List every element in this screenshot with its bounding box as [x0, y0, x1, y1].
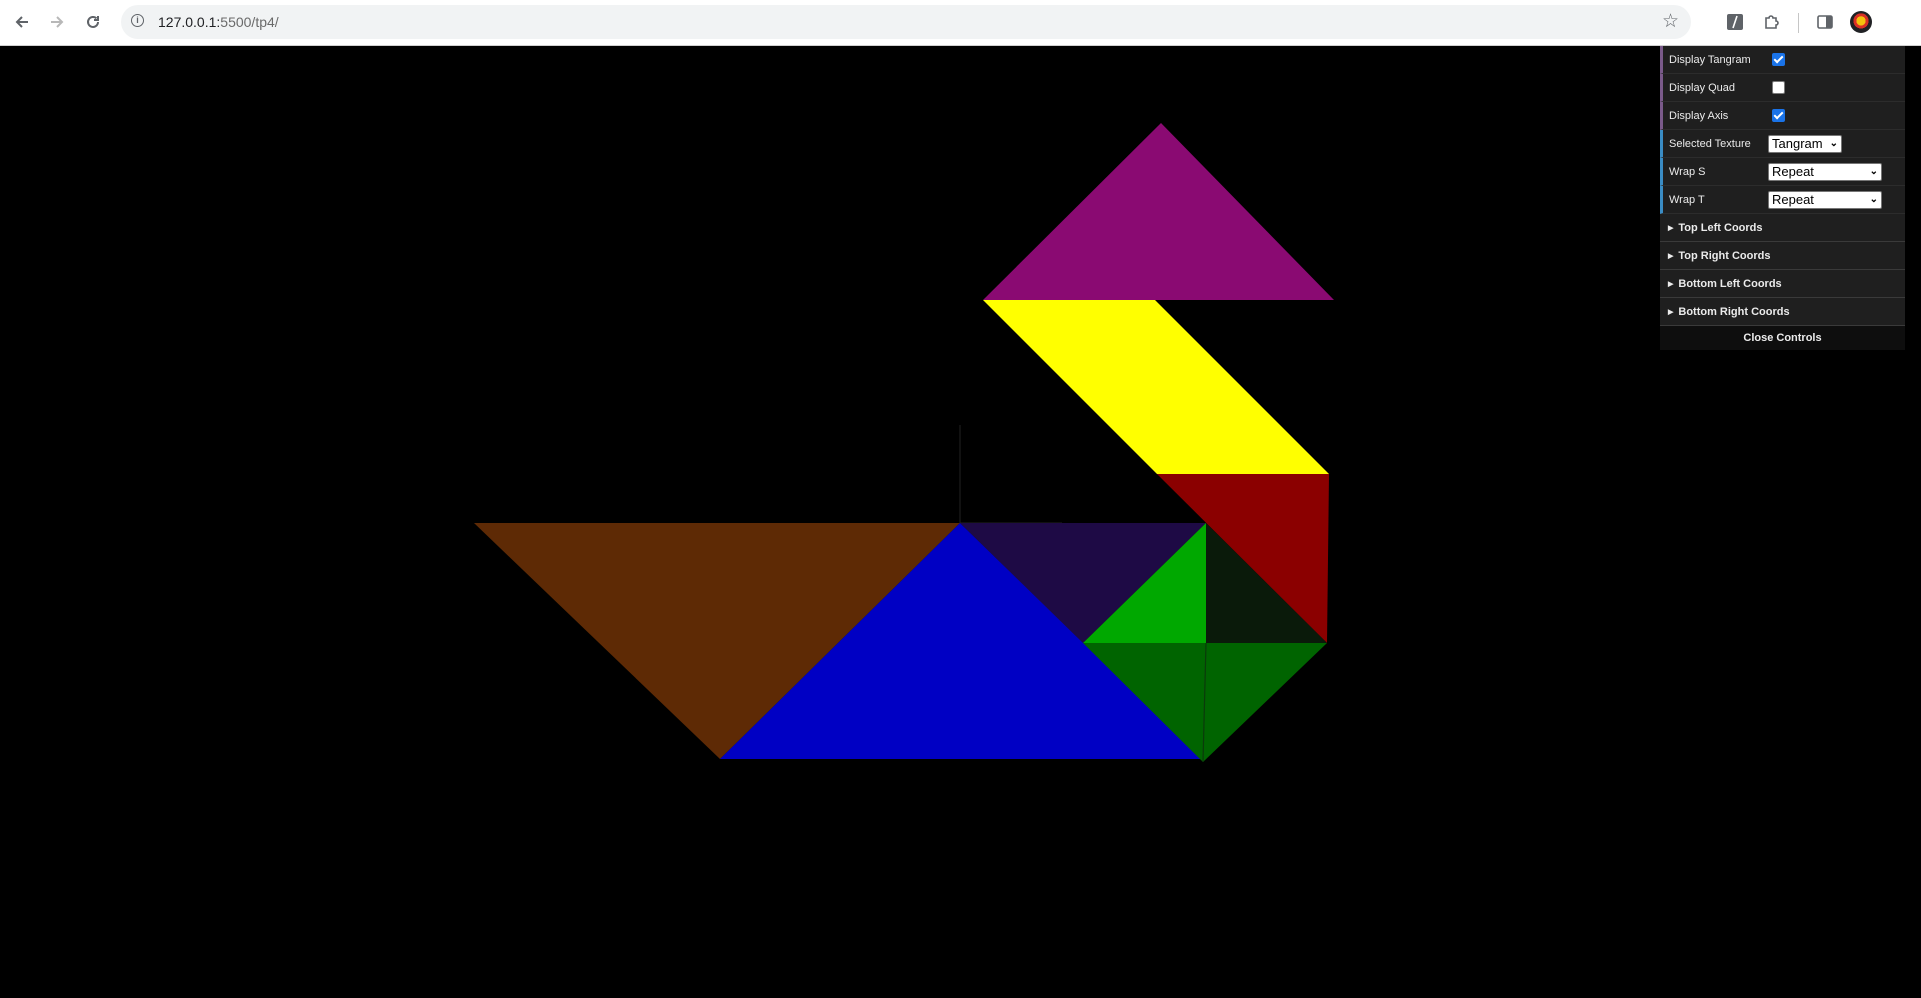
reload-button[interactable] — [80, 9, 106, 35]
selected-texture-label: Selected Texture — [1669, 137, 1751, 150]
folder-label: Bottom Right Coords — [1678, 305, 1790, 318]
webgl-canvas[interactable] — [0, 46, 1921, 998]
display-tangram-row[interactable]: Display Tangram — [1660, 46, 1905, 74]
display-tangram-checkbox[interactable] — [1772, 53, 1785, 66]
toolbar-separator — [1798, 13, 1799, 33]
forward-button[interactable] — [44, 9, 70, 35]
triangle-right-icon: ▶ — [1668, 308, 1674, 316]
url-host: 127.0.0.1: — [158, 14, 221, 30]
url-text[interactable]: 127.0.0.1:5500/tp4/ — [158, 14, 279, 30]
indigo-triangle — [960, 523, 1206, 643]
reload-icon — [87, 15, 99, 28]
site-info-icon[interactable]: i — [131, 14, 144, 27]
puzzle-extension-icon[interactable] — [1760, 10, 1784, 34]
browser-toolbar: i 127.0.0.1:5500/tp4/ ☆ — [0, 0, 1921, 46]
address-bar[interactable]: i 127.0.0.1:5500/tp4/ ☆ — [121, 5, 1691, 39]
chevron-down-icon: ⌄ — [1829, 138, 1838, 149]
chevron-down-icon: ⌄ — [1869, 194, 1878, 205]
wrap-t-row[interactable]: Wrap T Repeat ⌄ — [1660, 186, 1905, 214]
folder-top-right-coords[interactable]: ▶ Top Right Coords — [1660, 242, 1905, 270]
folder-bottom-left-coords[interactable]: ▶ Bottom Left Coords — [1660, 270, 1905, 298]
display-tangram-label: Display Tangram — [1669, 53, 1751, 66]
bright-green-triangle — [1083, 523, 1206, 643]
profile-avatar-icon[interactable] — [1850, 11, 1872, 33]
folder-label: Bottom Left Coords — [1678, 277, 1782, 290]
display-quad-checkbox[interactable] — [1772, 81, 1785, 94]
folder-top-left-coords[interactable]: ▶ Top Left Coords — [1660, 214, 1905, 242]
red-triangle — [1157, 474, 1329, 643]
triangle-right-icon: ▶ — [1668, 280, 1674, 288]
blue-triangle — [720, 523, 1203, 759]
dark-triangle — [1206, 523, 1327, 643]
back-button[interactable] — [9, 9, 35, 35]
display-axis-checkbox[interactable] — [1772, 109, 1785, 122]
brown-triangle — [474, 523, 960, 759]
display-axis-row[interactable]: Display Axis — [1660, 102, 1905, 130]
display-quad-label: Display Quad — [1669, 81, 1736, 94]
yellow-parallelogram — [983, 300, 1329, 474]
wrap-t-value: Repeat — [1772, 192, 1814, 207]
side-panel-icon[interactable] — [1813, 10, 1837, 34]
display-axis-label: Display Axis — [1669, 109, 1729, 122]
selected-texture-row[interactable]: Selected Texture Tangram ⌄ — [1660, 130, 1905, 158]
slash-extension-icon[interactable] — [1723, 10, 1747, 34]
square-diagonal — [1202, 642, 1207, 763]
controls-panel: Display Tangram Display Quad Display Axi… — [1660, 46, 1905, 350]
selected-texture-value: Tangram — [1772, 136, 1823, 151]
wrap-s-select[interactable]: Repeat ⌄ — [1768, 162, 1882, 181]
wrap-s-label: Wrap S — [1669, 165, 1706, 178]
wrap-t-select[interactable]: Repeat ⌄ — [1768, 190, 1882, 209]
folder-label: Top Right Coords — [1678, 249, 1771, 262]
triangle-right-icon: ▶ — [1668, 252, 1674, 260]
url-path: 5500/tp4/ — [220, 14, 279, 30]
wrap-t-label: Wrap T — [1669, 193, 1705, 206]
arrow-left-icon — [15, 16, 28, 28]
wrap-s-row[interactable]: Wrap S Repeat ⌄ — [1660, 158, 1905, 186]
display-quad-row[interactable]: Display Quad — [1660, 74, 1905, 102]
close-controls-button[interactable]: Close Controls — [1660, 326, 1905, 350]
arrow-right-icon — [51, 16, 64, 28]
folder-bottom-right-coords[interactable]: ▶ Bottom Right Coords — [1660, 298, 1905, 326]
chevron-down-icon: ⌄ — [1869, 166, 1878, 177]
star-icon[interactable]: ☆ — [1661, 11, 1679, 32]
folder-label: Top Left Coords — [1678, 221, 1763, 234]
selected-texture-select[interactable]: Tangram ⌄ — [1768, 134, 1842, 153]
triangle-right-icon: ▶ — [1668, 224, 1674, 232]
magenta-triangle — [983, 123, 1334, 300]
wrap-s-value: Repeat — [1772, 164, 1814, 179]
